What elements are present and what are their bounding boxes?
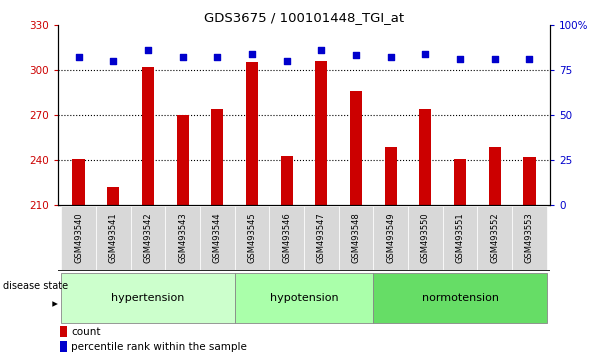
Text: GSM493541: GSM493541 xyxy=(109,213,118,263)
Text: percentile rank within the sample: percentile rank within the sample xyxy=(71,342,247,352)
Bar xyxy=(72,159,85,205)
Bar xyxy=(107,187,119,205)
Bar xyxy=(316,61,328,205)
Text: GSM493552: GSM493552 xyxy=(490,213,499,263)
Bar xyxy=(350,91,362,205)
Text: GSM493540: GSM493540 xyxy=(74,213,83,263)
Point xyxy=(490,56,500,62)
Title: GDS3675 / 100101448_TGI_at: GDS3675 / 100101448_TGI_at xyxy=(204,11,404,24)
Point xyxy=(386,55,396,60)
Text: GSM493546: GSM493546 xyxy=(282,213,291,263)
Text: GSM493543: GSM493543 xyxy=(178,213,187,263)
Bar xyxy=(142,67,154,205)
Bar xyxy=(131,206,165,270)
Text: disease state: disease state xyxy=(3,281,68,291)
Bar xyxy=(420,109,432,205)
Bar xyxy=(443,206,477,270)
Bar xyxy=(339,206,373,270)
Bar xyxy=(211,109,223,205)
Text: GSM493542: GSM493542 xyxy=(143,213,153,263)
Point xyxy=(108,58,118,64)
Text: hypotension: hypotension xyxy=(270,293,338,303)
Text: GSM493548: GSM493548 xyxy=(351,213,361,263)
Point xyxy=(455,56,465,62)
Point xyxy=(212,55,222,60)
Bar xyxy=(96,206,131,270)
Point xyxy=(282,58,291,64)
Bar xyxy=(200,206,235,270)
Bar xyxy=(61,273,235,323)
Bar xyxy=(280,156,292,205)
Bar xyxy=(373,273,547,323)
Point xyxy=(317,47,326,53)
Bar xyxy=(235,273,373,323)
Point xyxy=(247,51,257,57)
Bar xyxy=(269,206,304,270)
Bar xyxy=(60,341,67,353)
Text: normotension: normotension xyxy=(421,293,499,303)
Bar xyxy=(60,326,67,337)
Point xyxy=(143,47,153,53)
Point xyxy=(351,53,361,58)
Bar xyxy=(304,206,339,270)
Bar xyxy=(477,206,512,270)
Bar xyxy=(512,206,547,270)
Text: hypertension: hypertension xyxy=(111,293,185,303)
Bar xyxy=(489,147,501,205)
Bar xyxy=(165,206,200,270)
Point xyxy=(74,55,83,60)
Text: count: count xyxy=(71,327,101,337)
Text: GSM493553: GSM493553 xyxy=(525,213,534,263)
Bar xyxy=(523,157,536,205)
Bar xyxy=(246,62,258,205)
Bar xyxy=(408,206,443,270)
Bar xyxy=(61,206,96,270)
Bar xyxy=(235,206,269,270)
Text: GSM493550: GSM493550 xyxy=(421,213,430,263)
Text: GSM493547: GSM493547 xyxy=(317,213,326,263)
Text: GSM493549: GSM493549 xyxy=(386,213,395,263)
Text: GSM493545: GSM493545 xyxy=(247,213,257,263)
Point xyxy=(525,56,534,62)
Bar xyxy=(454,159,466,205)
Bar xyxy=(176,115,188,205)
Point xyxy=(178,55,187,60)
Text: GSM493544: GSM493544 xyxy=(213,213,222,263)
Point xyxy=(421,51,430,57)
Text: GSM493551: GSM493551 xyxy=(455,213,465,263)
Bar xyxy=(385,147,397,205)
Bar xyxy=(373,206,408,270)
